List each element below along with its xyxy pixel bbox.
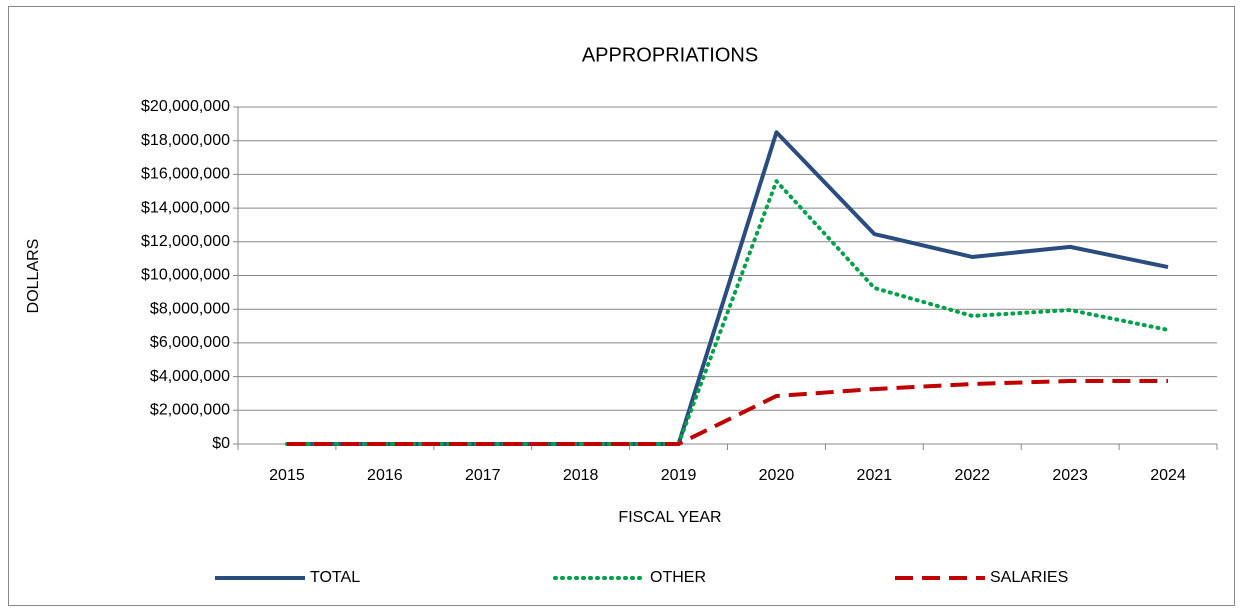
- y-tick-label: $20,000,000: [141, 98, 230, 115]
- y-tick-label: $4,000,000: [150, 368, 230, 385]
- y-tick-label: $18,000,000: [141, 132, 230, 149]
- x-tick-label: 2022: [954, 467, 990, 484]
- legend-label: SALARIES: [990, 569, 1068, 586]
- y-tick-label: $8,000,000: [150, 300, 230, 317]
- x-tick-label: 2018: [563, 467, 599, 484]
- y-tick-label: $2,000,000: [150, 402, 230, 419]
- y-axis-title: DOLLARS: [25, 239, 42, 314]
- y-tick-label: $6,000,000: [150, 334, 230, 351]
- y-tick-label: $12,000,000: [141, 233, 230, 250]
- x-tick-label: 2023: [1052, 467, 1088, 484]
- y-tick-label: $16,000,000: [141, 166, 230, 183]
- y-tick-label: $0: [212, 435, 230, 452]
- x-tick-label: 2021: [857, 467, 893, 484]
- x-tick-label: 2017: [465, 467, 501, 484]
- legend-label: OTHER: [650, 569, 706, 586]
- legend-label: TOTAL: [310, 569, 360, 586]
- y-tick-label: $10,000,000: [141, 267, 230, 284]
- series-line: [286, 378, 1169, 446]
- x-tick-label: 2020: [759, 467, 795, 484]
- x-tick-label: 2016: [367, 467, 403, 484]
- chart-title: APPROPRIATIONS: [582, 44, 758, 66]
- x-tick-label: 2019: [661, 467, 697, 484]
- y-tick-label: $14,000,000: [141, 199, 230, 216]
- x-tick-label: 2015: [269, 467, 305, 484]
- x-axis-title: FISCAL YEAR: [618, 509, 721, 526]
- x-tick-label: 2024: [1150, 467, 1186, 484]
- chart-frame: [8, 6, 1235, 606]
